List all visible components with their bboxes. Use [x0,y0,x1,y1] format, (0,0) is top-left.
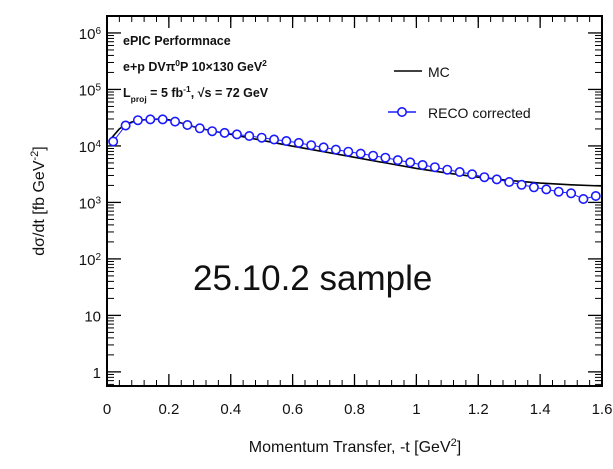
reco-data-point [330,144,341,155]
reco-data-point [479,172,490,183]
legend-mc-label: MC [428,64,450,80]
reco-data-point [380,152,391,163]
y-tick-labels: 1 10 102 103 104 105 106 [79,25,102,381]
reco-data-point [454,167,465,178]
x-tick-label: 1.4 [530,401,551,418]
reco-data-point [405,157,416,168]
reco-data-point [132,115,143,126]
x-tick-label: 0.2 [158,401,179,418]
reco-data-point [182,120,193,131]
y-tick-label: 10 [84,308,101,325]
reco-data-point [306,140,317,151]
reco-data-point [429,162,440,173]
reco-data-point [516,179,527,190]
legend-reco-label: RECO corrected [428,105,531,121]
y-tick-label: 105 [79,82,102,100]
reco-data-point [219,127,230,138]
x-tick-label: 0.6 [282,401,303,418]
reco-data-point [541,184,552,195]
info-line-1: ePIC Performnace [123,34,231,48]
x-tick-label: 1 [412,401,420,418]
x-tick-label: 0.4 [220,401,241,418]
sample-label: 25.10.2 sample [193,259,432,298]
series-reco-connector [112,118,596,200]
reco-data-point [170,116,181,127]
reco-data-point [566,188,577,199]
x-tick-label: 1.2 [468,401,489,418]
info-line-2: e+p DVπ0P 10×130 GeV2 [123,58,267,74]
series-reco-markers [108,114,601,205]
x-tick-labels: 0 0.2 0.4 0.6 0.8 1 1.2 1.4 1.6 [103,401,613,418]
reco-data-point [207,126,218,137]
legend: MC RECO corrected [388,64,531,121]
reco-data-point [318,142,329,153]
reco-data-point [293,137,304,148]
reco-data-point [590,191,601,202]
reco-data-point [343,146,354,157]
x-tick-label: 0.8 [344,401,365,418]
x-tick-label: 0 [103,401,111,418]
reco-data-point [231,129,242,140]
axis-ticks [106,16,603,386]
y-tick-label: 1 [93,365,101,382]
legend-reco-marker [396,107,407,118]
info-line-3: Lproj = 5 fb-1, √s = 72 GeV [123,84,269,104]
reco-data-point [120,120,131,131]
reco-data-point [145,114,156,125]
reco-data-point [578,194,589,205]
reco-data-point [108,136,119,147]
reco-data-point [244,131,255,142]
reco-data-point [442,164,453,175]
x-tick-label: 1.6 [592,401,613,418]
reco-data-point [281,136,292,147]
reco-data-point [392,155,403,166]
y-axis-title: dσ/dt [fb GeV-2] [29,146,48,256]
y-tick-label: 106 [79,25,102,43]
reco-data-point [504,177,515,188]
reco-data-point [269,134,280,145]
reco-data-point [368,150,379,161]
y-tick-label: 102 [79,251,102,269]
reco-data-point [528,182,539,193]
reco-data-point [194,123,205,134]
y-tick-label: 103 [79,195,102,213]
x-axis-title: Momentum Transfer, -t [GeV2] [249,437,461,456]
reco-data-point [491,174,502,185]
reco-data-point [355,148,366,159]
reco-data-point [417,160,428,171]
reco-data-point [467,169,478,180]
reco-data-point [256,132,267,143]
y-tick-label: 104 [79,138,102,156]
reco-data-point [553,186,564,197]
reco-data-point [157,114,168,125]
